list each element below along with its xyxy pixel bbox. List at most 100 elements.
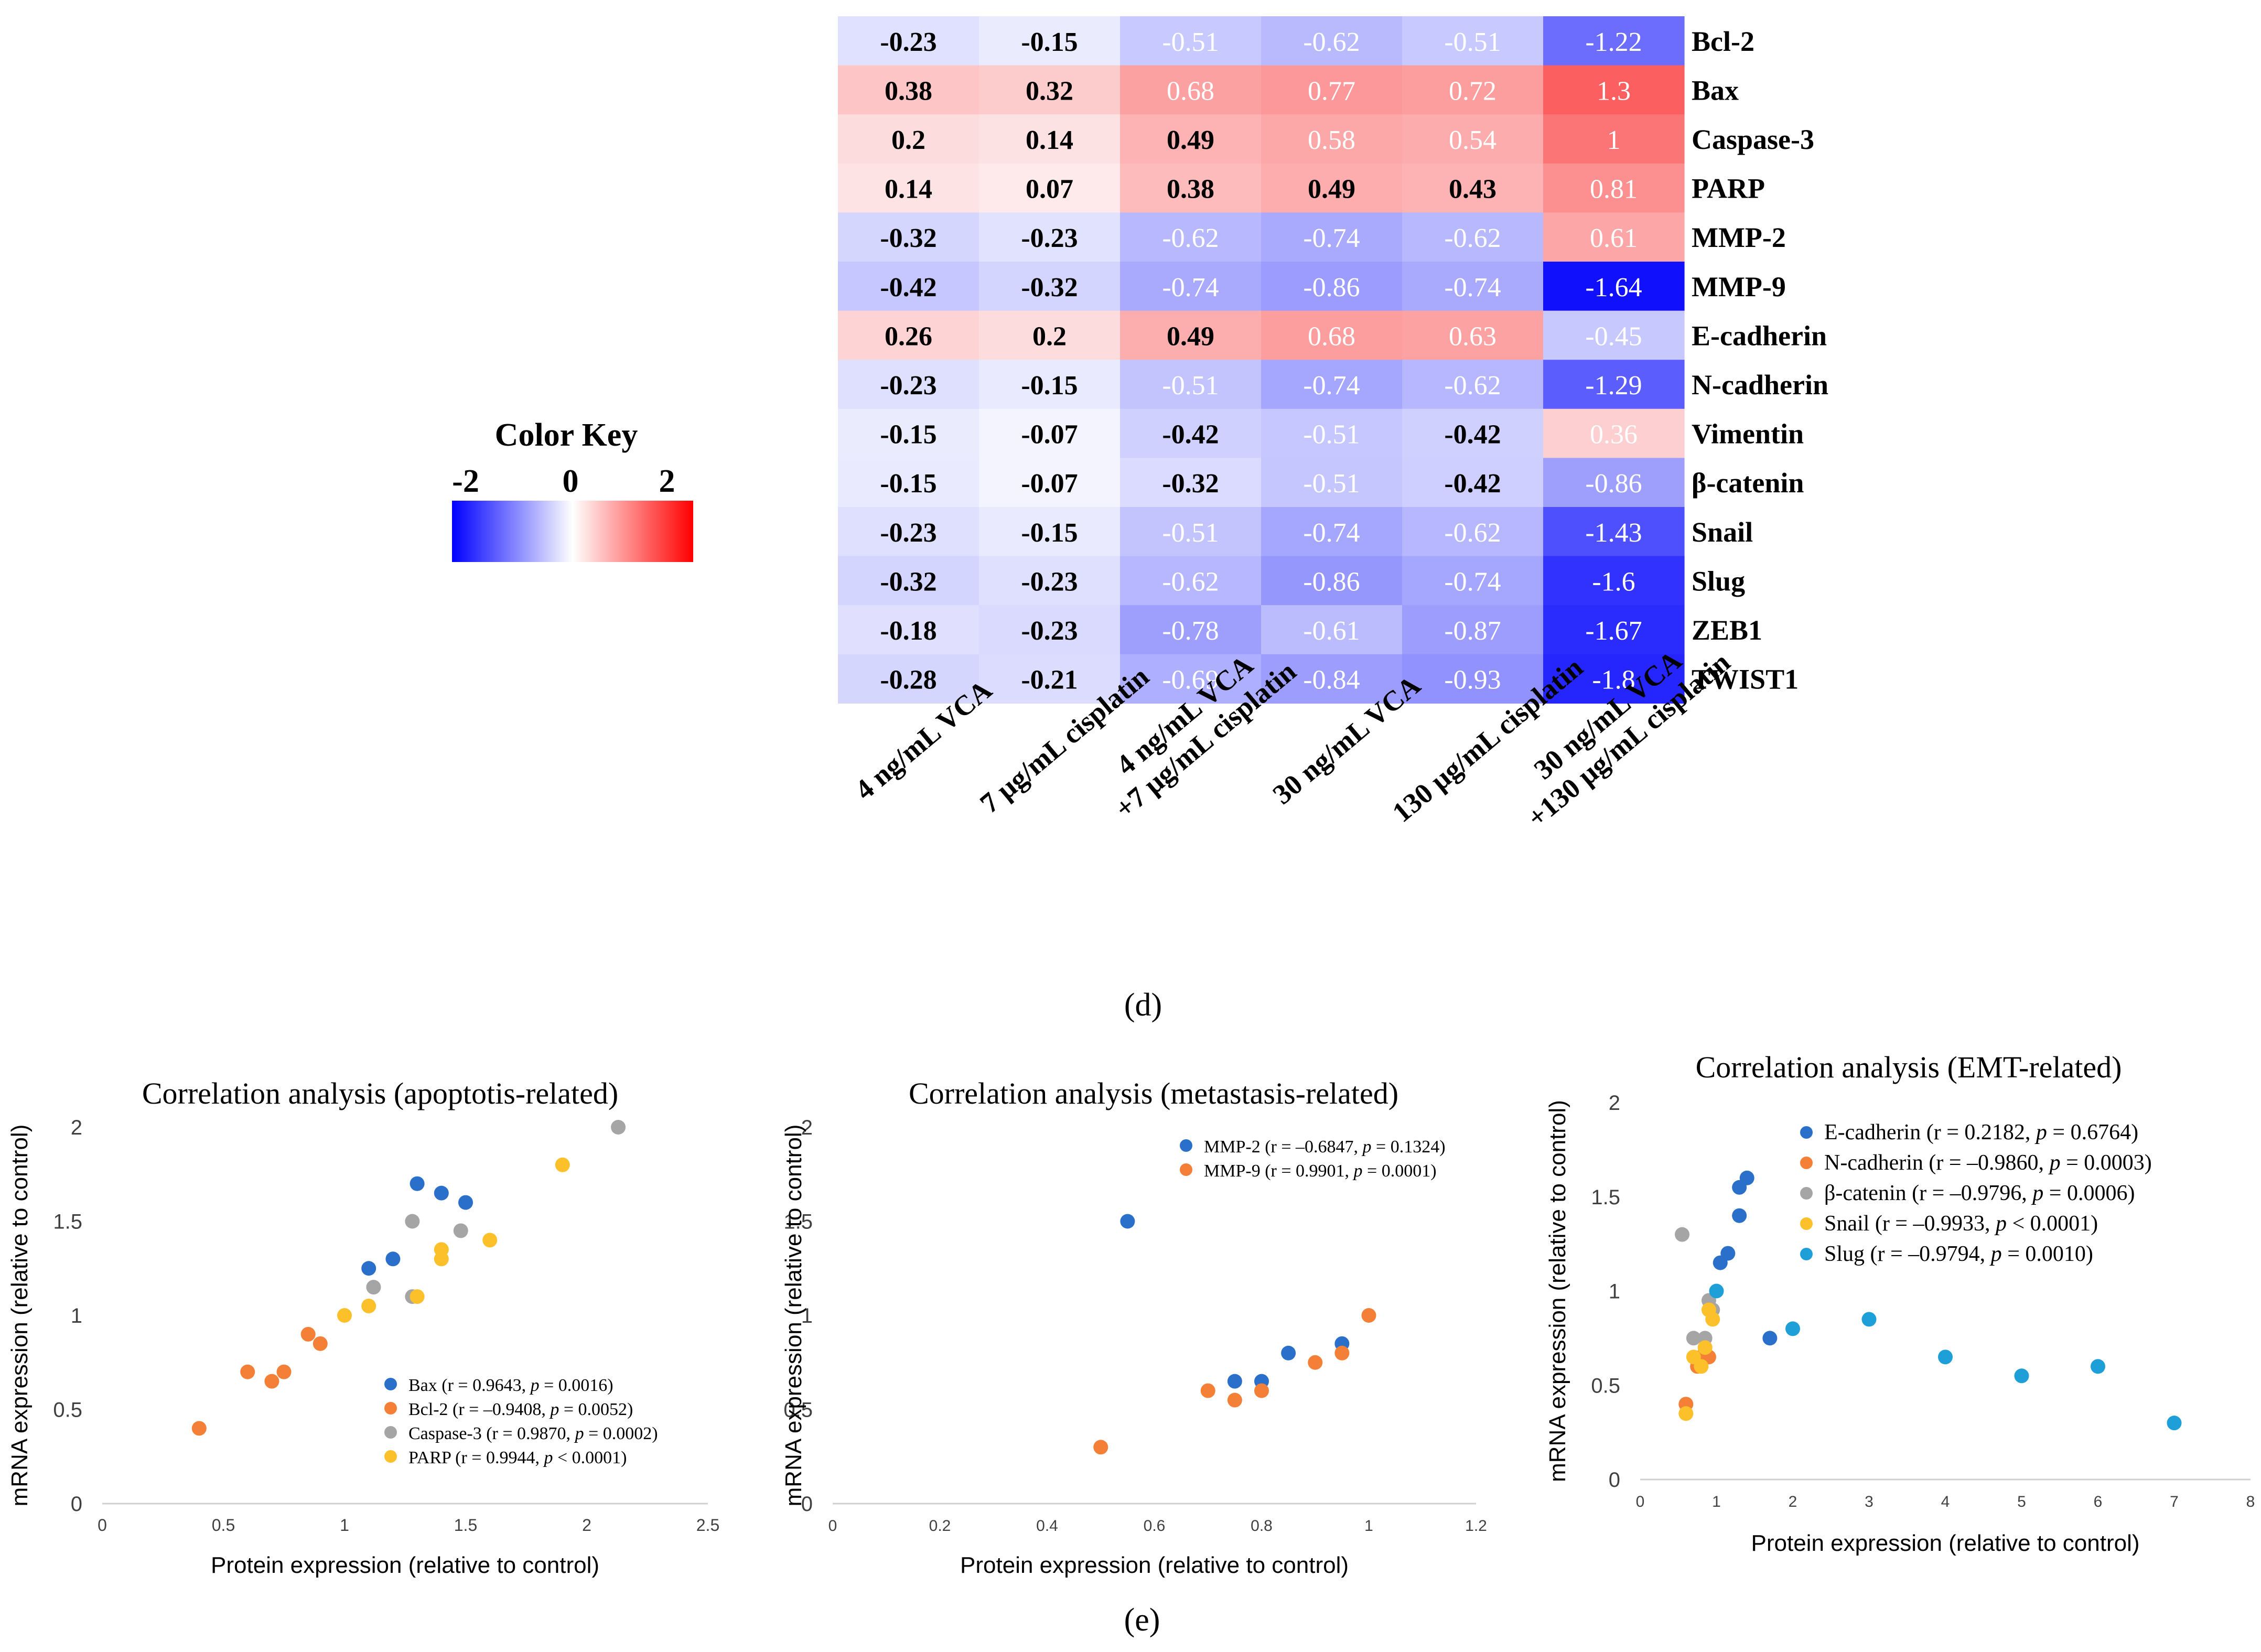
heatmap-row-label: PARP: [1692, 173, 1765, 204]
heatmap-cell-value: -0.74: [1162, 273, 1219, 303]
heatmap-cell: [1261, 212, 1403, 262]
heatmap-cell: [979, 310, 1121, 360]
heatmap-cell: [1402, 65, 1544, 115]
heatmap-cell-value: -0.32: [880, 567, 936, 597]
heatmap-cell: [1402, 212, 1544, 262]
scatter-point-e-cadherin: [1762, 1331, 1778, 1346]
heatmap-cell: [838, 408, 979, 458]
color-key-max-label: 2: [659, 463, 675, 499]
heatmap-row-label: N-cadherin: [1692, 369, 1828, 401]
heatmap-cell: [1543, 507, 1685, 557]
scatter-point-bcl-2: [264, 1374, 279, 1389]
heatmap-cell: [1261, 114, 1403, 164]
heatmap-cell: [1261, 16, 1403, 66]
x-tick-label: 0.5: [212, 1516, 235, 1535]
heatmap-row-label: Snail: [1692, 516, 1753, 548]
x-tick-label: 5: [2017, 1493, 2026, 1510]
heatmap-cell: [838, 507, 979, 557]
heatmap-cell: [838, 65, 979, 115]
heatmap-cell-value: 0.61: [1590, 223, 1638, 253]
y-tick-label: 1: [1609, 1280, 1620, 1303]
heatmap-cell: [1120, 408, 1262, 458]
heatmap-cell: [1402, 408, 1544, 458]
heatmap-cell-value: -0.62: [1444, 223, 1501, 253]
heatmap-cell-value: -0.86: [1585, 469, 1642, 499]
heatmap-cell-value: -0.62: [1444, 518, 1501, 548]
legend-entry: Bax (r = 0.9643, p = 0.0016): [408, 1376, 613, 1395]
y-tick-label: 0.5: [1591, 1374, 1620, 1397]
scatter-point-slug: [1709, 1283, 1724, 1299]
legend-entry: E-cadherin (r = 0.2182, p = 0.6764): [1824, 1120, 2138, 1144]
heatmap-cell: [1402, 458, 1544, 508]
scatter-point-mmp-9: [1308, 1355, 1323, 1370]
y-tick-label: 1.5: [1591, 1186, 1620, 1209]
heatmap-cell-value: 0.49: [1308, 175, 1355, 204]
heatmap-cell: [1543, 16, 1685, 66]
heatmap-cell-value: 0.54: [1449, 125, 1496, 155]
heatmap-cell: [1543, 556, 1685, 606]
heatmap-cell: [1120, 507, 1262, 557]
panel-label-d: (d): [1124, 987, 1162, 1023]
heatmap-cell: [1402, 360, 1544, 409]
x-tick-label: 0.2: [929, 1517, 951, 1535]
heatmap-cell: [1120, 310, 1262, 360]
heatmap-cell-value: 0.68: [1308, 321, 1355, 351]
x-tick-label: 0: [1636, 1493, 1645, 1510]
heatmap-cell-value: 0.38: [1167, 175, 1214, 204]
x-tick-label: 2: [582, 1516, 591, 1535]
heatmap-cell-value: -0.62: [1444, 371, 1501, 401]
heatmap-cell-value: -0.42: [1444, 420, 1501, 450]
heatmap-row-label: E-cadherin: [1692, 320, 1827, 351]
x-tick-label: 0: [828, 1517, 837, 1535]
heatmap-cell: [1402, 163, 1544, 213]
scatter-chart-emt: Correlation analysis (EMT-related) 0 1 2 3 4 5…: [1545, 1050, 2255, 1556]
heatmap-cell-value: 0.2: [891, 125, 925, 155]
heatmap-cell-value: 1: [1607, 125, 1621, 155]
scatter-point--catenin: [1686, 1331, 1701, 1346]
x-tick-label: 0: [98, 1516, 107, 1535]
heatmap-cell: [838, 310, 979, 360]
heatmap-cell: [1402, 310, 1544, 360]
heatmap-cell-value: -1.8: [1592, 665, 1635, 695]
heatmap-cell-value: -0.62: [1162, 567, 1219, 597]
x-tick-label: 1.2: [1465, 1517, 1487, 1535]
heatmap-cell: [838, 556, 979, 606]
heatmap-cell: [1120, 605, 1262, 655]
heatmap: -0.23 -0.15 -0.51 -0.62 -0.51 -1.22 0.38 0.32 0.…: [838, 16, 1685, 704]
heatmap-cell-value: -0.28: [880, 665, 936, 695]
scatter-chart-metastasis: Correlation analysis (metastasis-related…: [781, 1076, 1487, 1578]
heatmap-cell-value: -0.62: [1162, 223, 1219, 253]
legend-marker: [1800, 1157, 1813, 1169]
heatmap-row-label: Caspase-3: [1692, 124, 1814, 155]
scatter-point-slug: [1938, 1349, 1953, 1365]
heatmap-cell: [1261, 310, 1403, 360]
scatter-chart-apoptosis: Correlation analysis (apoptotis-related)…: [7, 1076, 719, 1578]
scatter-point-bcl-2: [191, 1421, 207, 1436]
heatmap-cell: [838, 654, 979, 704]
scatter-title: Correlation analysis (apoptotis-related): [142, 1076, 618, 1110]
y-tick-label: 1: [71, 1304, 82, 1327]
heatmap-cell-value: -0.74: [1444, 567, 1501, 597]
heatmap-cell: [1543, 360, 1685, 409]
heatmap-row-label: ZEB1: [1692, 614, 1762, 646]
heatmap-cell: [838, 114, 979, 164]
scatter-point-slug: [1861, 1312, 1877, 1327]
legend-entry: N-cadherin (r = –0.9860, p = 0.0003): [1824, 1151, 2152, 1175]
heatmap-cell: [979, 262, 1121, 311]
scatter-point-mmp-9: [1361, 1308, 1376, 1323]
heatmap-cell: [979, 65, 1121, 115]
y-tick-label: 0.5: [783, 1399, 813, 1422]
heatmap-cell: [1543, 65, 1685, 115]
heatmap-cell-value: -1.64: [1585, 273, 1642, 303]
y-axis-label: mRNA expression (relative to control): [781, 1125, 806, 1507]
x-tick-label: 7: [2170, 1493, 2179, 1510]
heatmap-cell-value: -0.74: [1303, 518, 1360, 548]
scatter-point-parp: [361, 1299, 376, 1314]
x-axis-label: Protein expression (relative to control): [960, 1552, 1349, 1578]
heatmap-cell-value: -0.07: [1021, 420, 1078, 450]
heatmap-cell-value: 0.32: [1026, 76, 1073, 106]
legend-marker: [384, 1378, 397, 1390]
scatter-title: Correlation analysis (EMT-related): [1696, 1050, 2122, 1084]
legend-marker: [1800, 1126, 1813, 1139]
